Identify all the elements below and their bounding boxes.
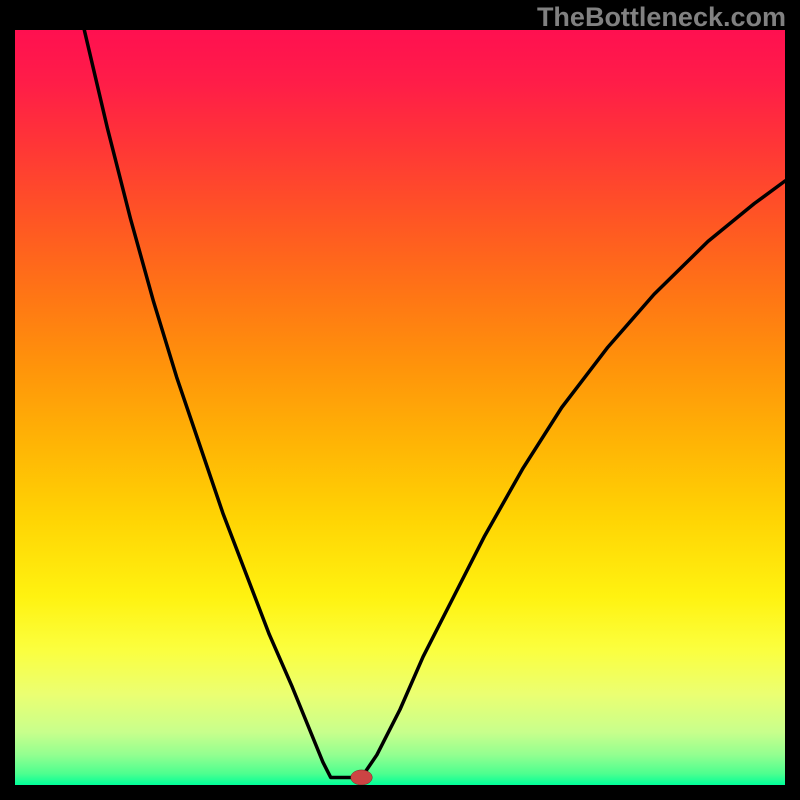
bottleneck-chart-svg xyxy=(15,30,785,785)
watermark-text: TheBottleneck.com xyxy=(537,2,786,33)
minimum-marker xyxy=(351,770,373,785)
chart-frame: TheBottleneck.com xyxy=(0,0,800,800)
plot-area xyxy=(15,30,785,785)
gradient-background xyxy=(15,30,785,785)
